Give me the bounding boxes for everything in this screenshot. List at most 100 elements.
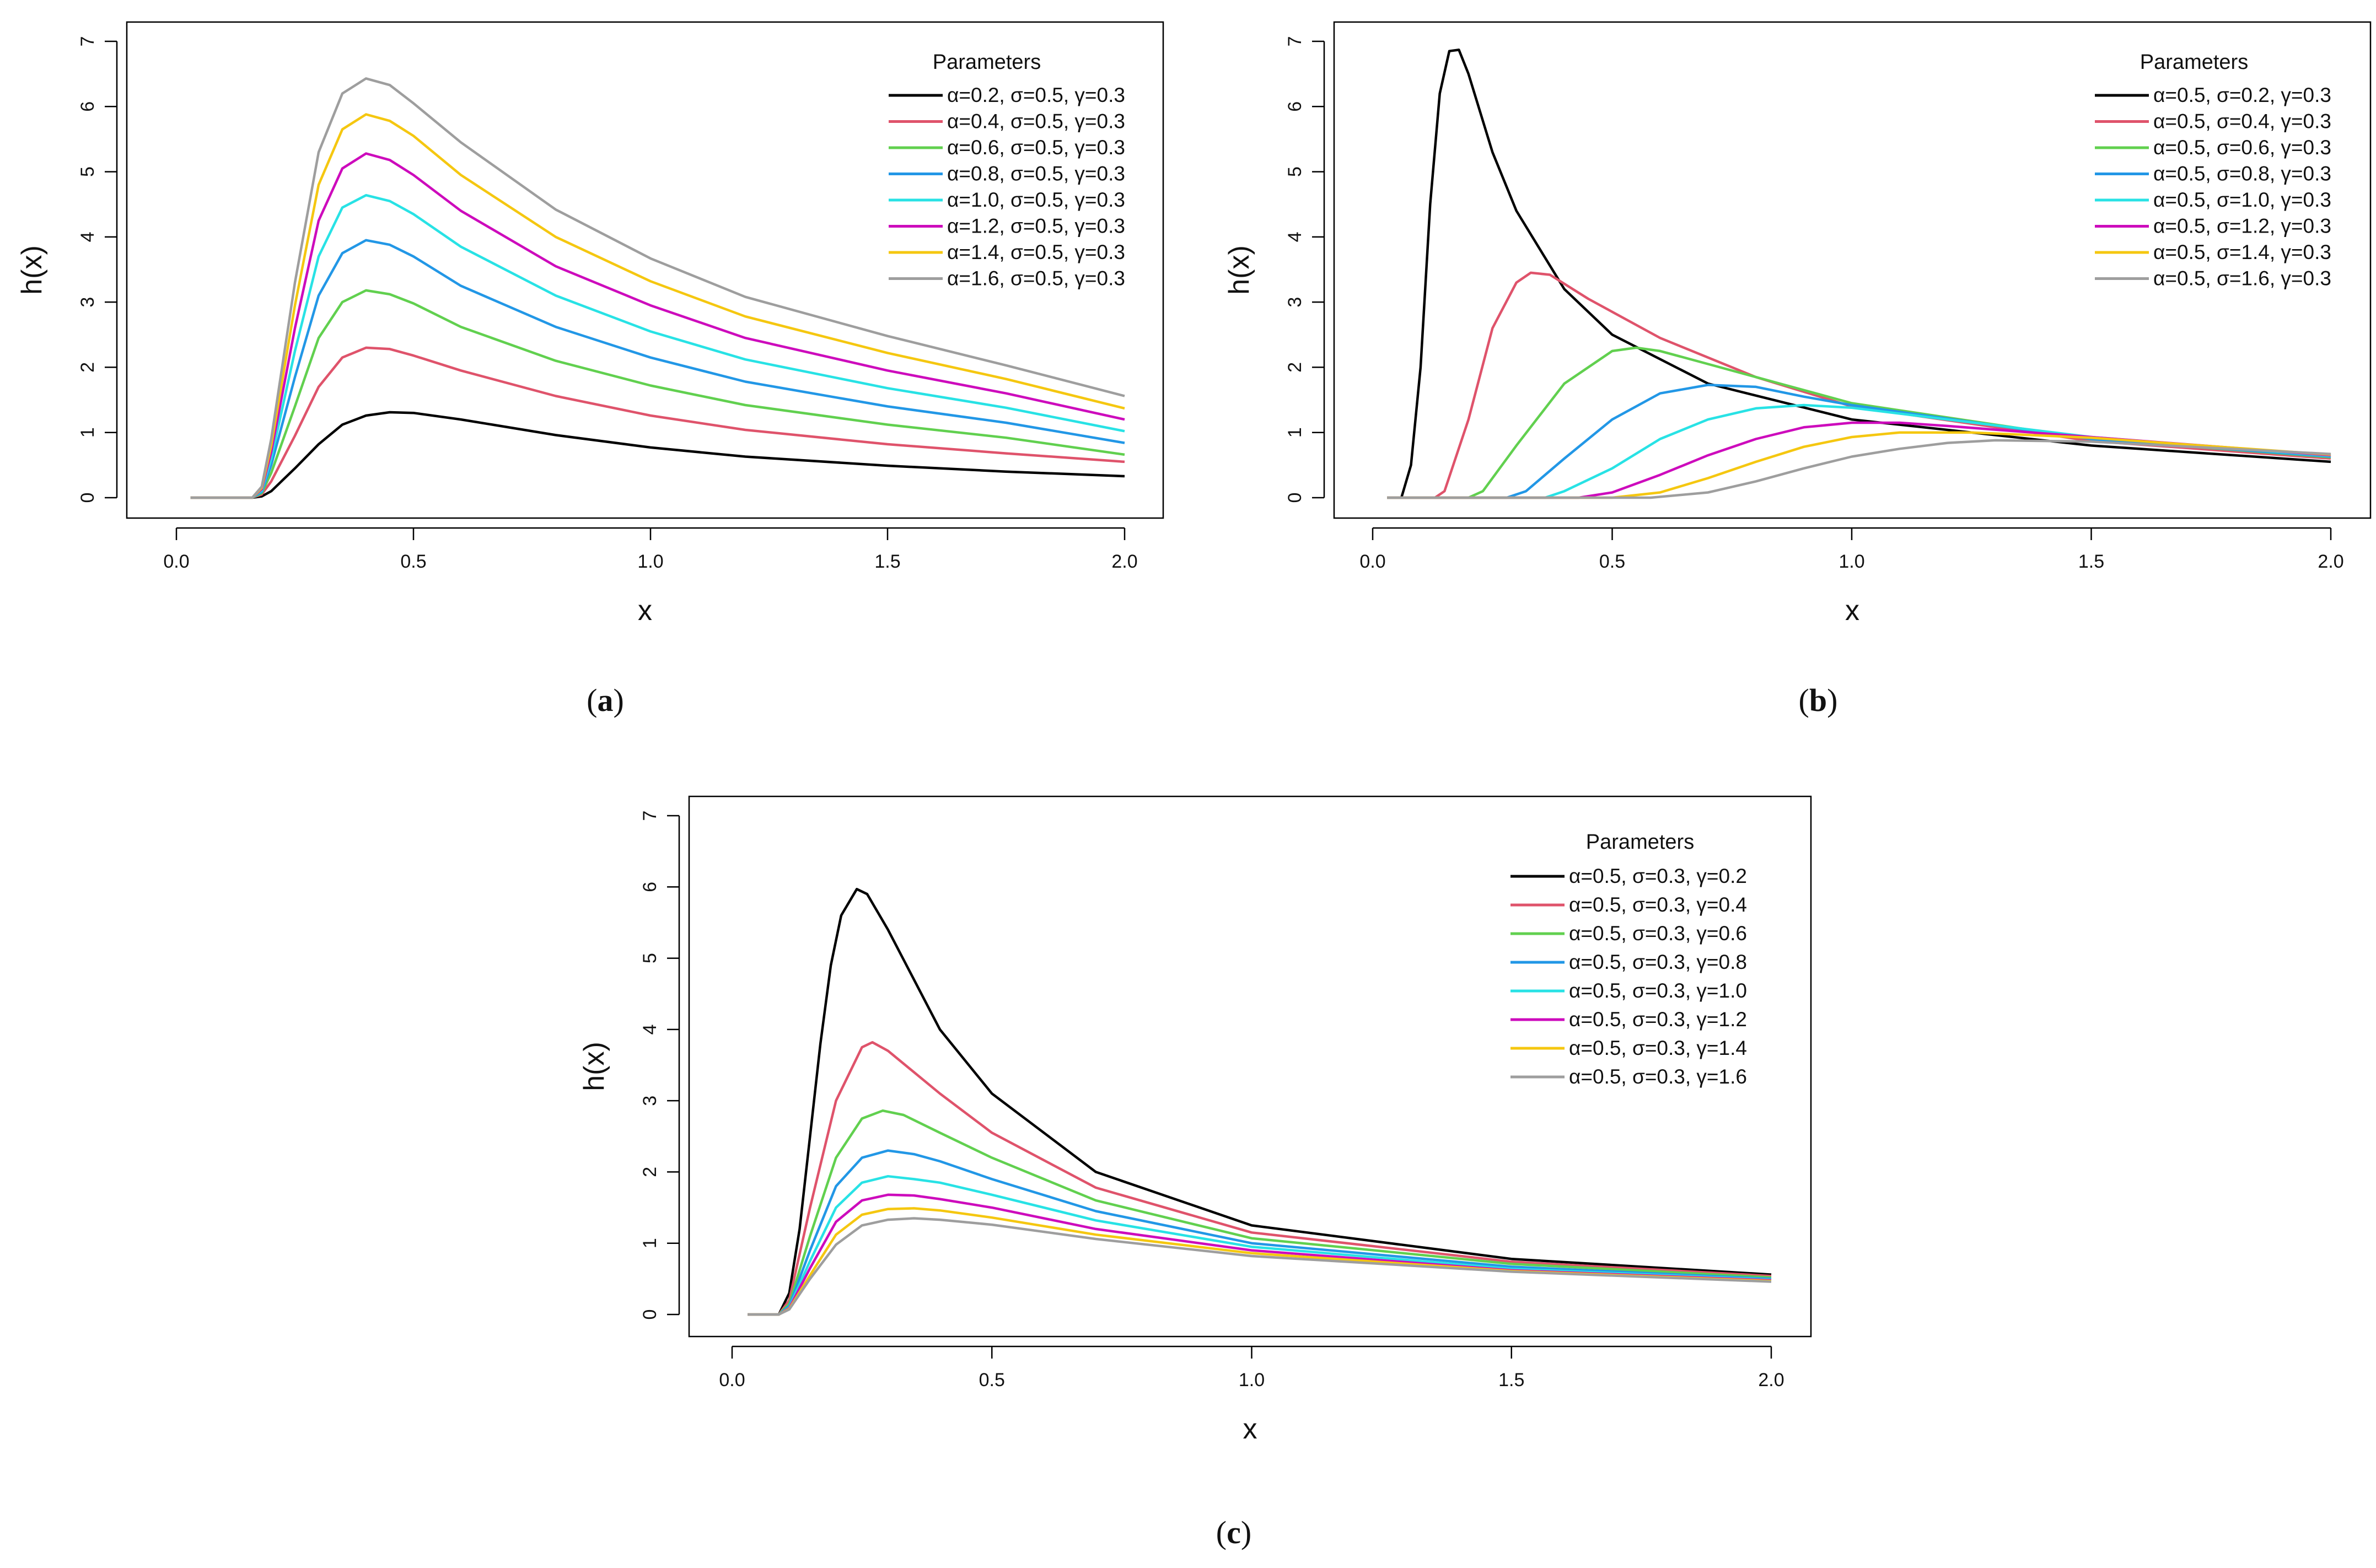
legend-entry: α=0.5, σ=0.6, γ=0.3 (2153, 136, 2331, 159)
series-line-2 (190, 346, 1125, 499)
x-tick-label: 1.0 (1239, 1370, 1265, 1391)
y-tick-label: 6 (77, 101, 98, 112)
panel-caption: (a) (587, 682, 624, 718)
x-tick-label: 0.5 (400, 551, 426, 572)
x-axis-title: x (1243, 1413, 1257, 1445)
legend-entry: α=0.5, σ=0.3, γ=0.4 (1569, 893, 1747, 916)
legend-entry: α=1.2, σ=0.5, γ=0.3 (947, 215, 1125, 238)
legend-entry: α=1.4, σ=0.5, γ=0.3 (947, 241, 1125, 263)
legend-entry: α=0.6, σ=0.5, γ=0.3 (947, 136, 1125, 159)
legend-title: Parameters (1586, 831, 1694, 854)
y-tick-label: 7 (77, 36, 98, 47)
x-tick-label: 0.5 (979, 1370, 1005, 1391)
legend-entry: α=0.5, σ=1.6, γ=0.3 (2153, 267, 2331, 290)
x-tick-label: 1.0 (1839, 551, 1864, 572)
y-tick-label: 4 (77, 231, 98, 242)
y-axis-title: h(x) (16, 245, 48, 295)
x-tick-label: 2.0 (2318, 551, 2343, 572)
series-line-5 (748, 1174, 1772, 1316)
series-line-4 (190, 239, 1125, 499)
legend-entry: α=0.5, σ=0.3, γ=0.2 (1569, 865, 1747, 887)
y-tick-label: 0 (639, 1310, 660, 1320)
series-line-5 (1387, 403, 2331, 499)
y-tick-label: 4 (1284, 231, 1305, 242)
legend-entry: α=0.2, σ=0.5, γ=0.3 (947, 84, 1125, 106)
series-line-1 (1387, 49, 2331, 499)
series-line-1 (748, 887, 1772, 1316)
y-tick-label: 7 (1284, 36, 1305, 47)
legend-entry: α=0.5, σ=0.4, γ=0.3 (2153, 110, 2331, 133)
legend-entry: α=0.5, σ=0.2, γ=0.3 (2153, 84, 2331, 106)
panel-a: 0.0 0.5 1.0 1.5 2.0 0 1 2 3 4 5 6 7 x h(x) Parameters α=… (16, 21, 1164, 718)
legend-entry: α=0.5, σ=0.3, γ=0.8 (1569, 951, 1747, 973)
panel-caption: (b) (1799, 682, 1838, 718)
series-line-2 (748, 1041, 1772, 1316)
x-tick-label: 2.0 (1758, 1370, 1784, 1391)
y-tick-label: 2 (639, 1167, 660, 1177)
x-tick-label: 1.5 (874, 551, 900, 572)
series-line-8 (748, 1217, 1772, 1316)
y-tick-label: 2 (1284, 362, 1305, 373)
y-tick-label: 4 (639, 1024, 660, 1034)
panel-caption: (c) (1216, 1515, 1251, 1550)
plot-frame (126, 21, 1164, 519)
panel-c: 0.0 0.5 1.0 1.5 2.0 0 1 2 3 4 5 6 7 x h(x) Parameters α=… (578, 795, 1812, 1550)
y-tick-label: 5 (639, 953, 660, 963)
legend-entry: α=0.5, σ=0.3, γ=1.6 (1569, 1065, 1747, 1088)
x-tick-label: 1.5 (1498, 1370, 1524, 1391)
y-tick-label: 6 (639, 882, 660, 892)
series-line-4 (1387, 384, 2331, 499)
x-tick-label: 1.5 (2078, 551, 2104, 572)
legend-entry: α=0.5, σ=0.3, γ=1.2 (1569, 1008, 1747, 1031)
x-tick-label: 2.0 (1111, 551, 1137, 572)
y-tick-label: 7 (639, 811, 660, 821)
y-tick-label: 2 (77, 362, 98, 373)
y-tick-label: 6 (1284, 101, 1305, 112)
x-axis-title: x (1845, 595, 1859, 627)
series-line-3 (748, 1109, 1772, 1316)
series-line-7 (1387, 431, 2331, 499)
legend: Parameters α=0.5, σ=0.3, γ=0.2 α=0.5, σ=0.… (1510, 831, 1747, 1088)
series-line-7 (748, 1207, 1772, 1316)
legend: Parameters α=0.2, σ=0.5, γ=0.3 α=0.4, σ=0.… (889, 51, 1125, 290)
legend-entry: α=0.5, σ=0.3, γ=0.6 (1569, 922, 1747, 945)
y-tick-label: 0 (1284, 493, 1305, 503)
y-tick-label: 1 (639, 1238, 660, 1248)
legend-entry: α=0.4, σ=0.5, γ=0.3 (947, 110, 1125, 133)
y-tick-label: 1 (77, 427, 98, 438)
y-tick-label: 0 (77, 493, 98, 503)
legend-entry: α=1.6, σ=0.5, γ=0.3 (947, 267, 1125, 290)
panel-caption-letter: c (1227, 1515, 1241, 1550)
legend-entry: α=0.5, σ=0.8, γ=0.3 (2153, 163, 2331, 185)
series-line-1 (190, 411, 1125, 499)
legend: Parameters α=0.5, σ=0.2, γ=0.3 α=0.5, σ=0.… (2095, 51, 2331, 290)
plot-frame (1333, 21, 2372, 519)
legend-entry: α=0.5, σ=0.3, γ=1.0 (1569, 979, 1747, 1002)
legend-entry: α=0.5, σ=1.2, γ=0.3 (2153, 215, 2331, 238)
legend-entry: α=0.8, σ=0.5, γ=0.3 (947, 163, 1125, 185)
y-tick-label: 5 (77, 166, 98, 177)
panel-caption-letter: a (598, 682, 614, 718)
series-line-6 (1387, 421, 2331, 499)
legend-entry: α=0.5, σ=0.3, γ=1.4 (1569, 1037, 1747, 1059)
y-tick-label: 3 (77, 297, 98, 308)
panel-caption-letter: b (1809, 682, 1827, 718)
series-line-2 (1387, 271, 2331, 499)
x-tick-label: 0.0 (719, 1370, 745, 1391)
panel-b: 0.0 0.5 1.0 1.5 2.0 0 1 2 3 4 5 6 7 x h(x) Parameters α=… (1223, 21, 2372, 718)
legend-title: Parameters (933, 51, 1041, 74)
y-tick-label: 5 (1284, 166, 1305, 177)
x-tick-label: 0.0 (163, 551, 189, 572)
legend-entry: α=0.5, σ=1.4, γ=0.3 (2153, 241, 2331, 263)
legend-title: Parameters (2140, 51, 2248, 74)
series-line-8 (1387, 439, 2331, 499)
y-axis-title: h(x) (1223, 245, 1255, 295)
x-tick-label: 0.0 (1359, 551, 1385, 572)
series-line-8 (190, 77, 1125, 499)
x-tick-label: 1.0 (637, 551, 663, 572)
x-tick-label: 0.5 (1599, 551, 1625, 572)
x-axis-title: x (638, 595, 652, 627)
plot-frame (688, 795, 1812, 1338)
y-tick-label: 3 (1284, 297, 1305, 308)
